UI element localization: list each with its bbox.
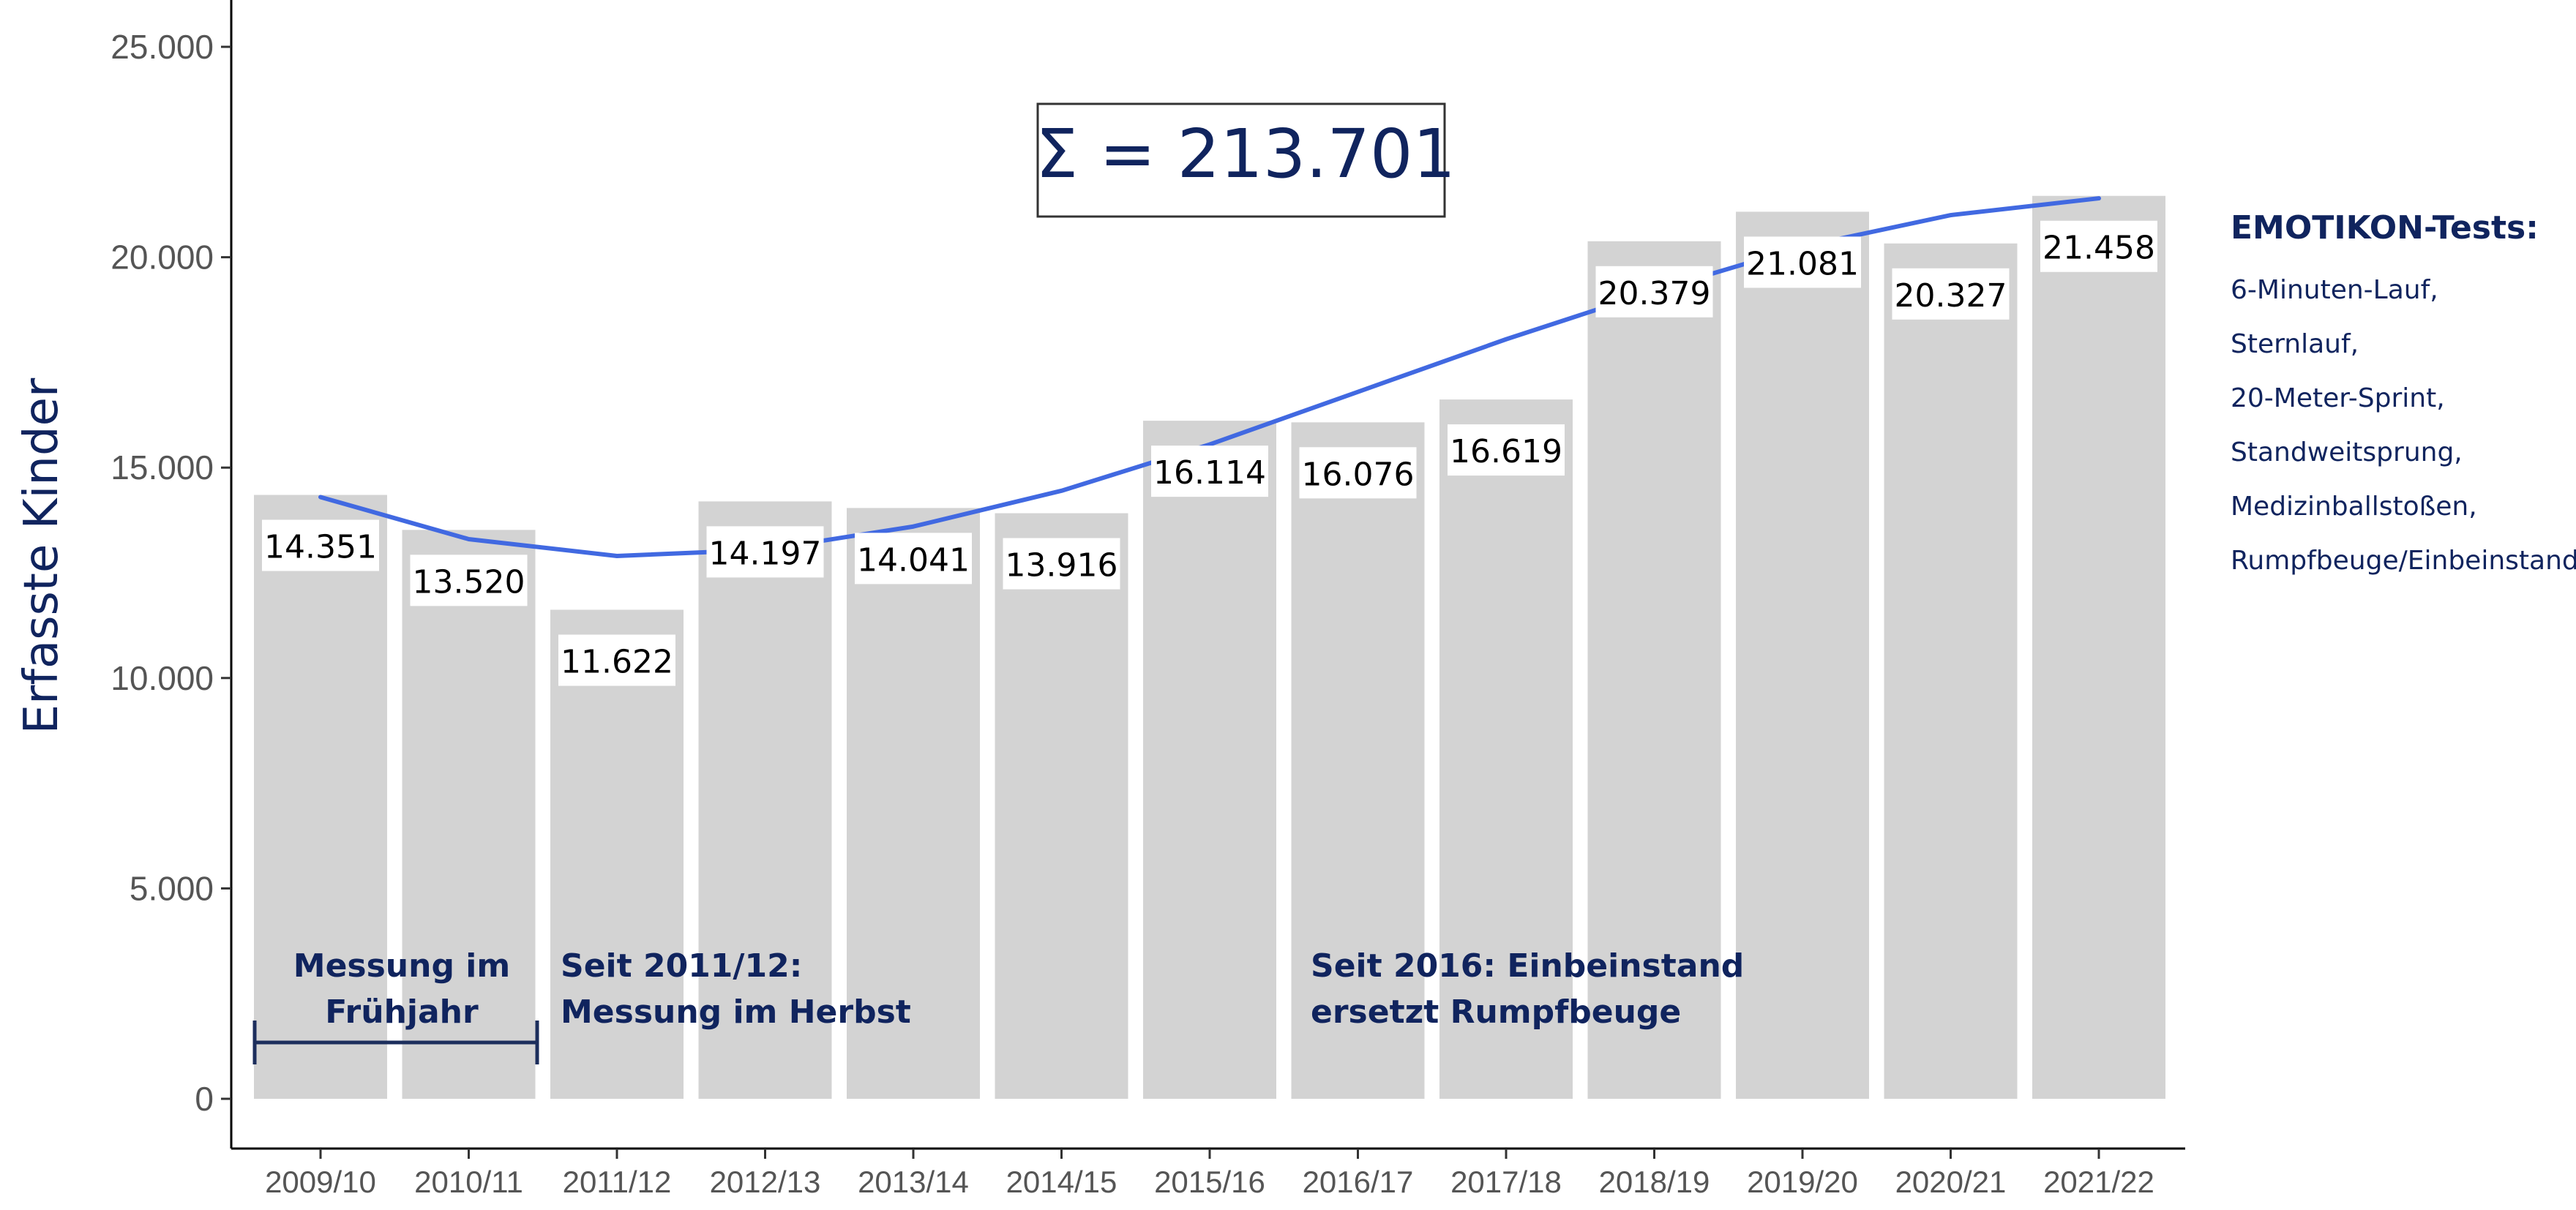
value-label-box [558, 634, 675, 686]
value-label: 14.041 [855, 533, 972, 585]
bar [550, 609, 684, 1099]
value-label: 14.351 [262, 519, 379, 571]
value-label-text: 13.520 [413, 563, 525, 601]
value-label-text: 21.458 [2043, 230, 2155, 267]
value-label-box [2040, 220, 2157, 272]
value-label-box [1892, 268, 2010, 320]
value-label-box [1003, 538, 1120, 590]
sum-box-frame [1036, 102, 1446, 218]
bar [1587, 241, 1721, 1099]
bar [995, 513, 1128, 1099]
value-label: 20.379 [1595, 266, 1713, 317]
bar [1143, 421, 1276, 1099]
y-tick-label: 5.000 [130, 869, 214, 907]
annotation-einbeinstand-line1: Seit 2016: Einbeinstand [1311, 947, 1744, 985]
value-label-text: 14.041 [857, 541, 970, 579]
x-tick-label: 2013/14 [858, 1165, 969, 1199]
y-tick-label: 10.000 [111, 659, 214, 697]
x-tick-label: 2015/16 [1154, 1165, 1265, 1199]
sum-box-text: Σ = 213.701 [1036, 115, 1456, 193]
value-label-text: 16.619 [1450, 433, 1562, 470]
annotation-herbst: Seit 2011/12: Messung im Herbst [561, 947, 911, 1031]
x-tick-label: 2012/13 [710, 1165, 821, 1199]
x-tick-label: 2018/19 [1599, 1165, 1710, 1199]
value-label-box [262, 519, 379, 571]
value-labels-group: 14.351 13.520 11.622 14.197 14.041 13.916 16.1… [262, 220, 2157, 686]
value-label-box [855, 533, 972, 585]
value-label-box [410, 555, 528, 606]
annotation-herbst-line1: Seit 2011/12: [561, 947, 802, 985]
value-label-text: 16.114 [1153, 454, 1266, 492]
bars-group [254, 195, 2165, 1099]
bar [1736, 211, 1869, 1099]
x-tick-label: 2016/17 [1303, 1165, 1414, 1199]
bar [1884, 243, 2018, 1099]
fruehjahr-range-bracket [252, 1021, 539, 1064]
annotation-einbeinstand-line2: ersetzt Rumpfbeuge [1311, 993, 1681, 1031]
x-tick-label: 2011/12 [563, 1165, 672, 1199]
value-label: 20.327 [1892, 268, 2010, 320]
value-label-text: 14.351 [264, 529, 377, 566]
value-label-text: 20.379 [1598, 275, 1711, 312]
y-tick-label: 0 [195, 1080, 214, 1118]
value-label: 16.114 [1151, 446, 1268, 497]
bar [1291, 422, 1425, 1099]
x-tick-label: 2019/20 [1747, 1165, 1858, 1199]
bar [254, 495, 387, 1099]
value-label: 21.081 [1744, 236, 1861, 288]
side-legend-item: Standweitsprung, [2231, 437, 2463, 467]
value-label: 14.197 [706, 526, 824, 578]
bar [1439, 399, 1573, 1099]
bar [847, 508, 980, 1099]
annotation-herbst-line2: Messung im Herbst [561, 993, 911, 1031]
bar [402, 530, 536, 1099]
side-legend-item: 6-Minuten-Lauf, [2231, 275, 2438, 305]
y-tick-label: 20.000 [111, 238, 214, 277]
x-tick-label: 2009/10 [265, 1165, 376, 1199]
value-label-text: 21.081 [1746, 245, 1859, 282]
value-label-box [706, 526, 824, 578]
annotation-fruehjahr-line2: Frühjahr [325, 993, 479, 1031]
x-tick-label: 2010/11 [414, 1165, 523, 1199]
value-label: 16.619 [1448, 424, 1565, 476]
y-axis-label: Erfasste Kinder [15, 377, 69, 734]
bar [698, 501, 832, 1099]
value-label-box [1744, 236, 1861, 288]
value-label-box [1299, 447, 1417, 499]
x-tick-label: 2014/15 [1006, 1165, 1117, 1199]
side-legend-item: Medizinballstoßen, [2231, 492, 2477, 522]
value-label: 13.916 [1003, 538, 1120, 590]
y-tick-label: 25.000 [111, 28, 214, 66]
side-legend-item: 20-Meter-Sprint, [2231, 383, 2445, 413]
annotation-fruehjahr: Messung im Frühjahr [252, 947, 539, 1064]
annotation-einbeinstand: Seit 2016: Einbeinstand ersetzt Rumpfbeu… [1311, 947, 1744, 1031]
value-label-box [1151, 446, 1268, 497]
side-legend-title: EMOTIKON-Tests: [2231, 209, 2539, 247]
value-label-box [1448, 424, 1565, 476]
y-tick-label: 15.000 [111, 448, 214, 486]
sum-box: Σ = 213.701 [1036, 102, 1456, 218]
y-axis: 0 5.000 10.000 15.000 20.000 25.000 [111, 0, 233, 1149]
x-tick-label: 2020/21 [1895, 1165, 2007, 1199]
x-axis: 2009/10 2010/11 2011/12 2012/13 2013/14 2014/… [231, 1147, 2185, 1199]
x-tick-label: 2021/22 [2043, 1165, 2154, 1199]
value-label-text: 16.076 [1302, 456, 1415, 493]
side-legend-item: Rumpfbeuge/Einbeinstand [2231, 546, 2576, 576]
value-label-box [1595, 266, 1713, 317]
x-tick-label: 2017/18 [1450, 1165, 1562, 1199]
value-label-text: 13.916 [1006, 547, 1118, 585]
side-legend: EMOTIKON-Tests: 6-Minuten-Lauf, Sternlau… [2231, 209, 2576, 576]
value-label-text: 20.327 [1895, 277, 2007, 315]
bar [2032, 195, 2165, 1099]
value-label: 11.622 [558, 634, 675, 686]
value-label-text: 11.622 [561, 644, 673, 681]
value-label: 13.520 [410, 555, 528, 606]
value-label: 16.076 [1299, 447, 1417, 499]
value-label: 21.458 [2040, 220, 2157, 272]
annotation-fruehjahr-line1: Messung im [293, 947, 510, 985]
side-legend-item: Sternlauf, [2231, 329, 2359, 359]
value-label-text: 14.197 [709, 535, 822, 572]
